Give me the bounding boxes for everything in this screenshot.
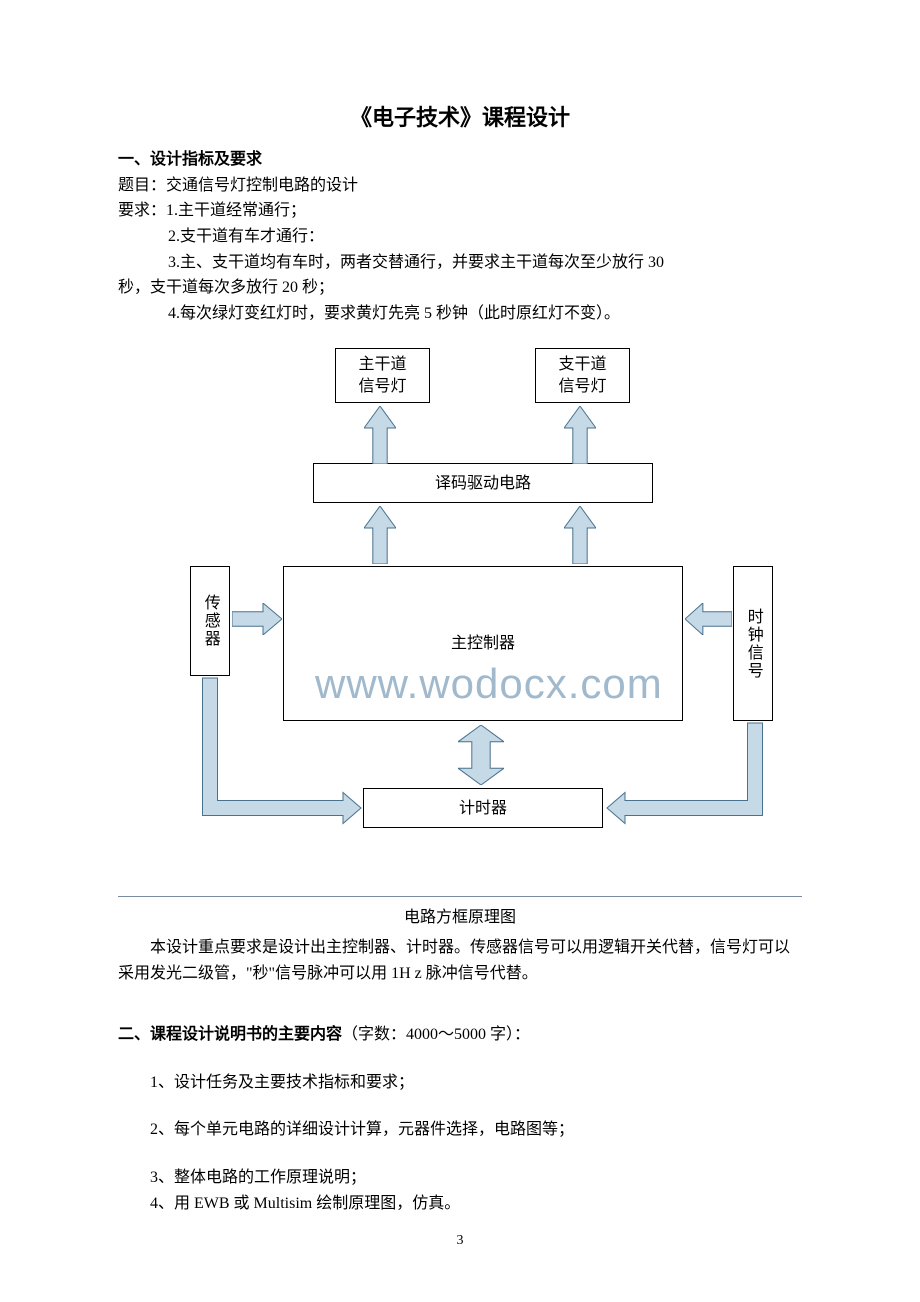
topic-line: 题目：交通信号灯控制电路的设计 [118,173,802,199]
section1: 一、设计指标及要求 题目：交通信号灯控制电路的设计 要求：1.主干道经常通行； … [118,147,802,326]
section2-note: （字数：4000～5000 字）： [342,1026,530,1043]
req3b: 秒，支干道每次多放行 20 秒； [118,275,802,301]
node-clock: 时钟信号 [733,566,773,721]
req1: 1.主干道经常通行； [166,202,306,219]
topic-text: 交通信号灯控制电路的设计 [166,177,358,194]
diagram-caption: 电路方框原理图 [118,905,802,931]
node-decoder: 译码驱动电路 [313,463,653,503]
req-line1: 要求：1.主干道经常通行； [118,198,802,224]
elbow-arrow-0 [192,660,379,826]
arrow-up-2 [364,506,396,564]
req-label: 要求： [118,202,166,219]
arrow-right-4 [232,603,282,635]
block-diagram: 主干道信号灯支干道信号灯译码驱动电路传感器主控制器时钟信号计时器www.wodo… [145,348,775,878]
page-title: 《电子技术》课程设计 [118,100,802,135]
paragraph1: 本设计重点要求是设计出主控制器、计时器。传感器信号可以用逻辑开关代替，信号灯可以… [118,935,802,986]
node-branch_signal: 支干道信号灯 [535,348,630,403]
page-number: 3 [0,1230,920,1252]
section2: 二、课程设计说明书的主要内容（字数：4000～5000 字）： 1、设计任务及主… [118,1022,802,1216]
req2: 2.支干道有车才通行： [118,224,802,250]
elbow-arrow-1 [589,705,773,826]
arrow-updown-6 [458,725,504,785]
divider [118,896,802,897]
arrow-up-1 [564,406,596,464]
section1-heading: 一、设计指标及要求 [118,147,802,173]
req4: 4.每次绿灯变红灯时，要求黄灯先亮 5 秒钟（此时原红灯不变）。 [118,301,802,327]
item2: 2、每个单元电路的详细设计计算，元器件选择，电路图等； [118,1117,802,1143]
arrow-up-3 [564,506,596,564]
arrow-left-5 [685,603,732,635]
node-main_signal: 主干道信号灯 [335,348,430,403]
req3: 3.主、支干道均有车时，两者交替通行，并要求主干道每次至少放行 30 [118,250,802,276]
topic-label: 题目： [118,177,166,194]
node-timer: 计时器 [363,788,603,828]
section2-heading: 二、课程设计说明书的主要内容 [118,1026,342,1043]
item3: 3、整体电路的工作原理说明； [118,1165,802,1191]
section2-line: 二、课程设计说明书的主要内容（字数：4000～5000 字）： [118,1022,802,1048]
arrow-up-0 [364,406,396,464]
item4: 4、用 EWB 或 Multisim 绘制原理图，仿真。 [118,1191,802,1217]
item1: 1、设计任务及主要技术指标和要求； [118,1070,802,1096]
